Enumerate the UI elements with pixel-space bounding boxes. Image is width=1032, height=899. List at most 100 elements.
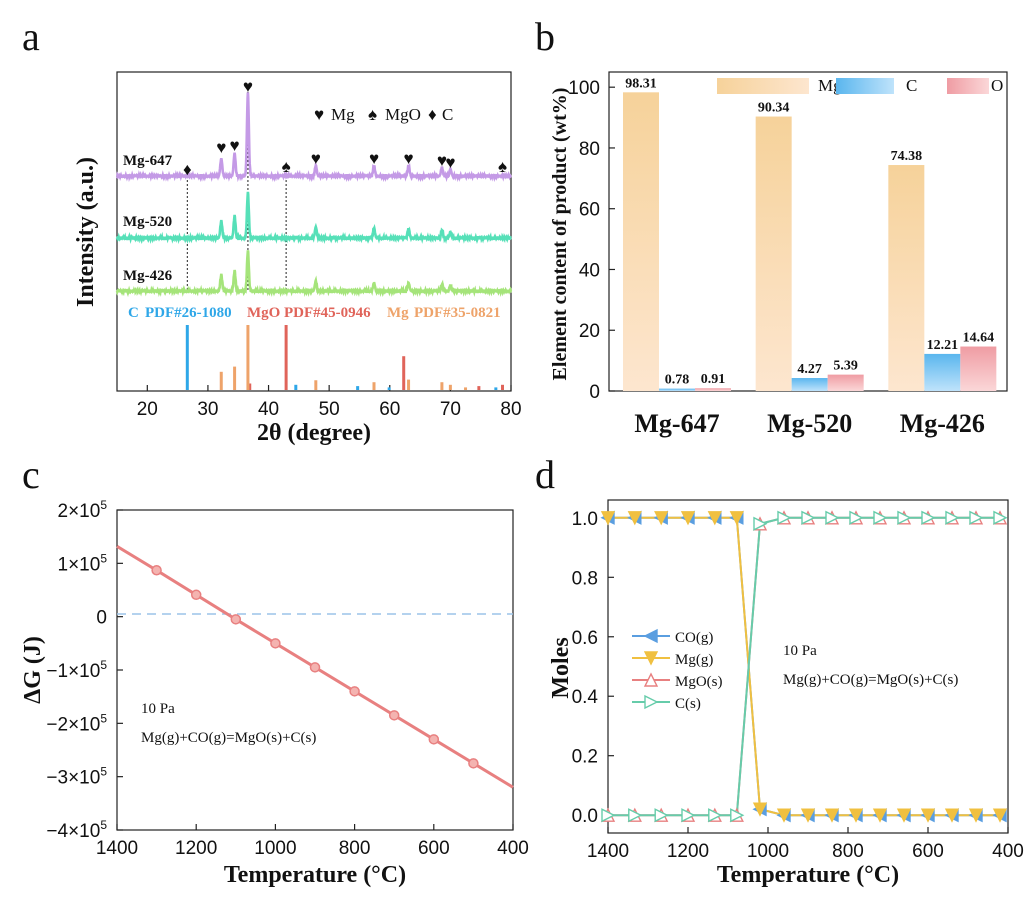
moles-point-cs-780 — [849, 510, 864, 525]
panel-b-y-title: Element content of product (wt%) — [549, 88, 571, 381]
moles-point-mgg-900 — [800, 808, 816, 823]
panel-a-y-title: Intensity (a.u.) — [73, 157, 99, 307]
panel-a-reference-sticks — [185, 325, 505, 390]
bar-value-o-mg-520: 5.39 — [833, 359, 858, 374]
category-label-mg-520: Mg-520 — [767, 409, 852, 438]
moles-point-mgg-1133 — [707, 511, 722, 526]
legend-swatch-mg — [717, 78, 809, 94]
moles-point-cs-480 — [969, 510, 984, 525]
sample-label-mg520: Mg-520 — [123, 214, 172, 230]
panel-a-frame — [116, 71, 512, 392]
moles-point-cs-1200 — [681, 808, 696, 823]
panel-d-frame — [607, 499, 1009, 834]
legend-label-mgos: MgO(s) — [675, 674, 723, 690]
legend-marker-mgos — [643, 672, 659, 687]
x-tick-label-d-400: 400 — [992, 841, 1024, 862]
legend-marker-cs — [644, 694, 659, 710]
legend-swatch-c — [836, 78, 894, 94]
bar-c-mg-647 — [659, 388, 695, 391]
bar-mg-mg-647 — [623, 92, 659, 391]
moles-point-cs-1333 — [628, 808, 643, 823]
y-tick-label-c-200000: 2×105 — [58, 498, 108, 522]
bar-o-mg-426 — [960, 346, 997, 391]
y-tick-label-d-0.4: 0.4 — [572, 687, 599, 708]
y-tick-label-b-80: 80 — [579, 139, 600, 160]
legend-mgo-label: MgO — [385, 105, 421, 124]
moles-point-cs-720 — [873, 510, 888, 525]
legend-mg-label: Mg — [331, 105, 355, 124]
panel-d-reaction-note: Mg(g)+CO(g)=MgO(s)+C(s) — [783, 672, 958, 688]
deltag-point-900 — [309, 662, 321, 673]
legend-label-cs: C(s) — [675, 696, 701, 712]
panel-c-y-title: ΔG (J) — [20, 636, 46, 704]
panel-label-b: b — [535, 14, 555, 59]
legend-c-label: C — [442, 105, 453, 124]
moles-point-cs-1133 — [708, 808, 723, 823]
legend-c-symbol: ♦ — [428, 105, 437, 124]
legend-label-cog: CO(g) — [675, 630, 713, 646]
deltag-point-500 — [468, 758, 479, 769]
panel-b-y-axis: 0 20 40 60 80 100 — [568, 78, 615, 403]
moles-point-mgg-960 — [776, 808, 792, 823]
bar-value-o-mg-426: 14.64 — [963, 331, 995, 346]
peak-marker-32.2: ♥ — [216, 138, 226, 157]
y-tick-label-b-100: 100 — [568, 78, 600, 99]
y-tick-label-b-60: 60 — [579, 200, 600, 221]
ref-c-pdf: PDF#26-1080 — [145, 305, 232, 321]
x-tick-label-c-1400: 1400 — [96, 838, 138, 859]
panel-a-xrd: 20 30 40 50 60 70 80 ♦♥ ♥♥♠ ♥ ♥ ♥ ♥♥ ♠ Mg-647 Mg-520… — [73, 71, 522, 446]
y-tick-label-d-0.2: 0.2 — [572, 747, 598, 768]
deltag-point-1200 — [190, 589, 202, 601]
panel-d-legend: CO(g) Mg(g) MgO(s) C(s) — [632, 628, 723, 712]
panel-d-pressure-note: 10 Pa — [783, 643, 817, 659]
legend-mgo-symbol: ♠ — [368, 105, 377, 124]
moles-line-mgg — [608, 516, 1000, 817]
sample-label-mg426: Mg-426 — [123, 268, 173, 284]
legend-label-o: O — [991, 76, 1003, 95]
peak-marker-57.4: ♥ — [369, 149, 379, 168]
moles-point-mgg-720 — [872, 808, 888, 823]
bar-c-mg-520 — [791, 378, 828, 391]
x-tick-label-a-80: 80 — [500, 399, 521, 420]
ref-mgo-pdf: PDF#45-0946 — [284, 305, 371, 321]
moles-point-cs-1267 — [654, 808, 669, 823]
y-tick-label-d-0.6: 0.6 — [572, 628, 598, 649]
moles-point-mgg-840 — [824, 808, 840, 823]
y-tick-label-d-1.0: 1.0 — [572, 509, 598, 530]
moles-point-cs-420 — [993, 510, 1008, 525]
x-tick-label-a-70: 70 — [440, 399, 461, 420]
panel-c-axes: 1400 1200 1000 800 600 400 2×105 1×105 0 −1×105 −2… — [46, 498, 528, 859]
y-tick-label-c-100000: 1×105 — [58, 551, 108, 575]
panel-a-patterns — [115, 92, 513, 298]
panel-d-axes: 1400 1200 1000 800 600 400 0.0 0.2 0.4 0.6 0.8 1.0 — [572, 509, 1024, 862]
x-tick-label-d-1000: 1000 — [747, 841, 789, 862]
bar-c-mg-426 — [924, 353, 961, 391]
x-tick-label-d-1400: 1400 — [587, 841, 629, 862]
moles-point-mgg-1333 — [627, 511, 642, 526]
panel-b-legend: Mg C O — [717, 76, 1003, 95]
panel-c-deltag: 1400 1200 1000 800 600 400 2×105 1×105 0 −1×105 −2… — [20, 498, 529, 888]
x-tick-label-a-60: 60 — [379, 399, 400, 420]
x-tick-label-d-800: 800 — [832, 841, 864, 862]
moles-point-cs-1400 — [601, 808, 616, 823]
panel-b-bar: 0 20 40 60 80 100 98.31 0.78 0.91 90.34 4.27 5.39 7… — [549, 71, 1008, 438]
peak-marker-78.6: ♠ — [498, 157, 507, 176]
y-tick-label-d-0.0: 0.0 — [572, 806, 598, 827]
y-tick-label-d-0.8: 0.8 — [572, 568, 598, 589]
moles-point-mgg-660 — [896, 808, 912, 823]
panel-d-y-title: Moles — [548, 637, 574, 698]
y-tick-label-b-0: 0 — [589, 382, 600, 403]
y-tick-label-b-40: 40 — [579, 260, 600, 281]
ref-mg-pdf: PDF#35-0821 — [414, 305, 501, 321]
moles-point-cs-600 — [921, 510, 936, 525]
xrd-pattern-mg-647 — [116, 92, 513, 183]
moles-point-cs-840 — [825, 510, 840, 525]
moles-point-mgg-1400 — [600, 511, 616, 526]
peak-marker-42.9: ♠ — [282, 157, 291, 176]
moles-point-mgg-420 — [992, 808, 1008, 823]
deltag-point-700 — [388, 710, 400, 721]
panel-c-x-title: Temperature (°C) — [224, 862, 406, 888]
sample-label-mg647: Mg-647 — [123, 153, 173, 169]
legend-swatch-o — [947, 78, 989, 94]
